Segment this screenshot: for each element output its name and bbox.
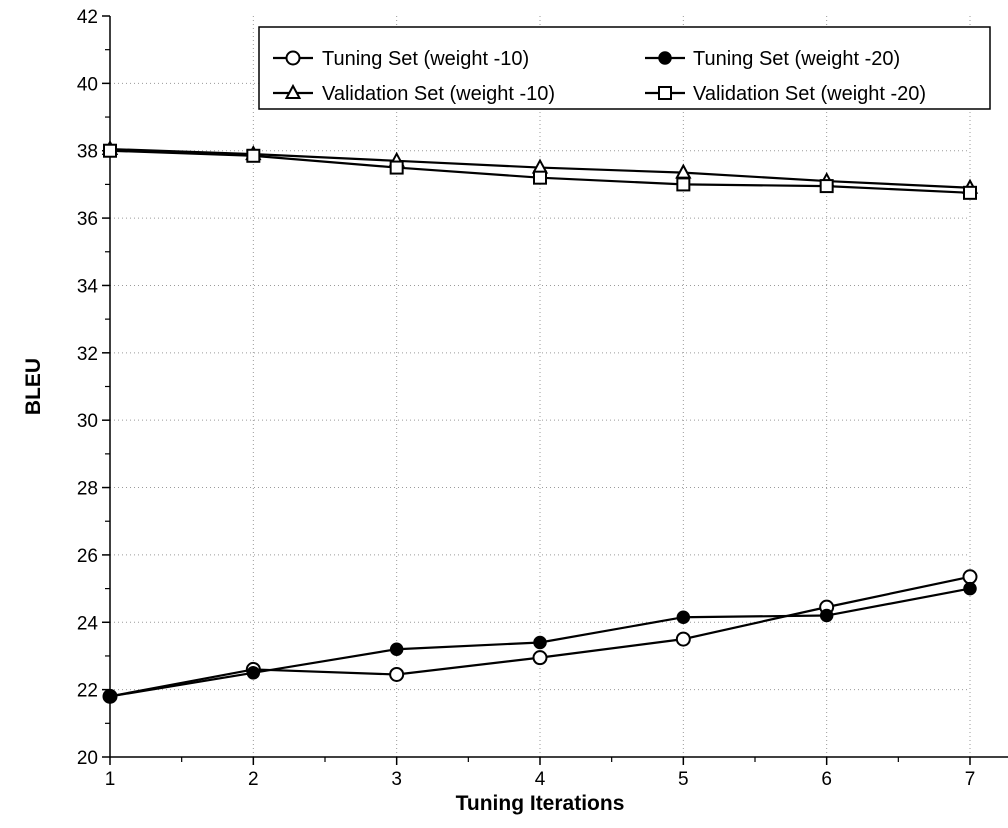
x-tick-label: 3 (391, 769, 402, 790)
y-axis-title: BLEU (22, 358, 45, 415)
legend-marker (658, 86, 672, 100)
data-point (389, 160, 404, 175)
series-layer (101, 139, 979, 704)
data-point (389, 642, 404, 656)
data-point (246, 148, 261, 163)
y-tick-label: 36 (77, 209, 98, 230)
legend-label: Tuning Set (weight -20) (693, 48, 900, 70)
data-point (676, 177, 691, 192)
data-point (963, 581, 977, 596)
legend-item: Validation Set (weight -20) (645, 83, 926, 105)
legend-marker (284, 83, 302, 99)
legend: Tuning Set (weight -10) Tuning Set (weigh… (258, 26, 991, 110)
x-tick-label: 4 (535, 769, 546, 790)
y-tick-label: 22 (77, 681, 98, 702)
y-tick-label: 38 (77, 142, 98, 163)
y-tick-label: 32 (77, 344, 98, 365)
legend-marker (285, 50, 301, 66)
data-point (532, 650, 548, 666)
data-point (533, 170, 547, 185)
y-tick-label: 30 (77, 411, 98, 432)
series-2 (103, 581, 977, 704)
data-point (389, 666, 405, 682)
legend-label: Validation Set (weight -20) (693, 83, 926, 105)
series-4 (103, 143, 977, 200)
data-point (962, 569, 978, 585)
x-tick-label: 5 (678, 769, 689, 790)
data-point (675, 631, 691, 647)
y-tick-label: 24 (77, 613, 99, 634)
y-tick-label: 34 (77, 276, 99, 297)
data-point (819, 608, 834, 623)
x-tick-label: 2 (248, 769, 259, 790)
data-point (103, 689, 117, 704)
x-tick-label: 6 (821, 769, 832, 790)
x-tick-label: 7 (965, 769, 976, 790)
data-point (533, 635, 547, 650)
legend-item: Tuning Set (weight -20) (645, 48, 900, 70)
data-point (963, 185, 977, 200)
y-tick-label: 26 (77, 546, 98, 567)
legend-box (258, 26, 991, 110)
y-tick-label: 28 (77, 479, 98, 500)
x-axis-title: Tuning Iterations (456, 792, 625, 815)
series-3 (101, 139, 979, 194)
data-point (676, 610, 691, 624)
legend-label: Validation Set (weight -10) (322, 83, 555, 105)
x-tick-label: 1 (105, 769, 116, 790)
y-tick-label: 40 (77, 74, 98, 95)
legend-item: Tuning Set (weight -10) (273, 48, 529, 70)
y-tick-label: 42 (77, 7, 98, 28)
data-point (246, 666, 261, 680)
data-point (819, 179, 834, 194)
data-point (103, 143, 117, 158)
legend-marker (658, 51, 672, 65)
legend-label: Tuning Set (weight -10) (322, 48, 529, 70)
y-tick-label: 20 (77, 748, 98, 769)
legend-item: Validation Set (weight -10) (273, 83, 555, 105)
